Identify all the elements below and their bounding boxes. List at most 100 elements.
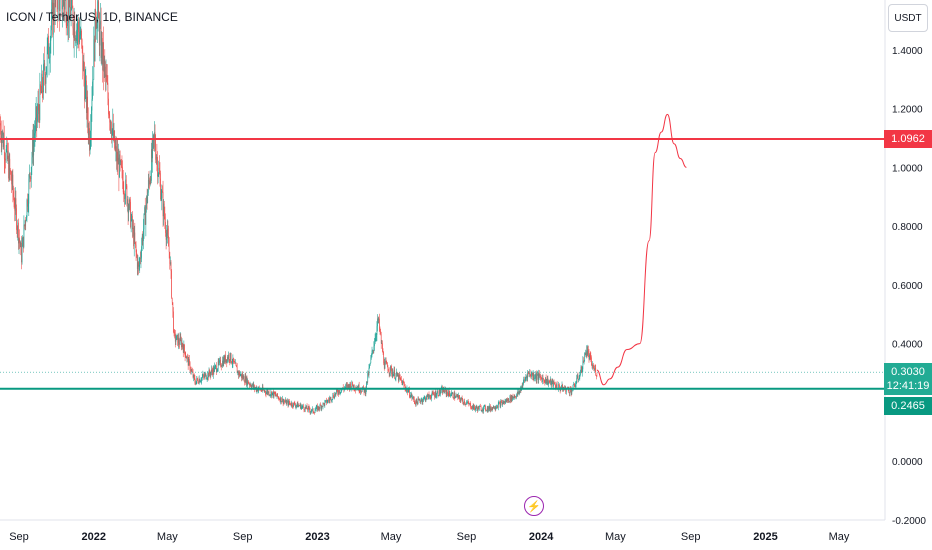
candle [67,0,69,43]
candle [26,198,28,223]
projection-path[interactable] [596,113,687,386]
candle [322,402,324,410]
candle [19,241,21,256]
candle [171,297,173,305]
candle [64,0,66,23]
candle [398,372,399,384]
candle [401,380,403,386]
candle [108,92,109,119]
candle [214,364,216,370]
candle [223,355,225,367]
candle [189,361,191,373]
candle [434,392,435,400]
candle [565,386,567,395]
candle [340,392,342,394]
candle [32,129,33,164]
currency-selector[interactable]: USDT [888,4,928,32]
candle [473,403,475,411]
candle [135,241,137,261]
candle [215,364,217,370]
candle [334,391,335,400]
candle [236,363,238,374]
candle [241,373,242,382]
candle [545,377,546,385]
candle [118,148,120,192]
candle [530,374,532,379]
candle [138,257,140,271]
candle [525,373,527,381]
candle [370,355,372,364]
candle [301,404,302,410]
candle [294,400,296,406]
candle [168,225,169,247]
candle [184,343,185,355]
candle [418,396,419,401]
candle [92,79,94,96]
candle [571,388,573,396]
candle [355,386,356,394]
candle [110,120,112,134]
candle [70,0,71,22]
candle [15,190,17,215]
candle [553,379,555,385]
candle [315,404,317,412]
event-lightning-icon[interactable]: ⚡ [524,496,544,516]
current-price-label: 0.3030 12:41:19 [884,363,932,396]
candle [460,397,462,403]
candle [491,406,493,412]
candle [470,406,472,410]
candle [154,124,156,151]
candle [268,389,270,397]
candle [485,404,486,412]
candle [559,386,561,394]
candle [429,394,431,401]
candle [7,150,9,165]
candle [594,365,595,372]
candle [279,397,281,403]
candle [394,377,396,381]
candle [352,383,354,392]
candle [11,171,12,194]
candle [155,154,157,165]
candle [537,370,538,376]
candle [493,405,495,409]
candle [472,405,473,411]
candle [134,222,136,244]
candle [63,0,65,13]
candle [526,375,527,381]
candle [580,369,581,377]
candle [424,396,426,403]
candle [282,395,283,403]
candle [337,390,339,397]
candle [119,150,121,172]
candle [271,391,272,399]
candle [49,35,51,73]
candle [429,394,430,400]
candle [534,374,535,382]
candle [27,193,29,213]
candle [307,405,309,413]
candle [558,384,560,386]
candle [437,390,439,398]
candle [19,229,20,249]
candle [185,356,187,359]
candle [358,381,360,394]
candle [171,269,172,300]
candle [380,331,382,349]
candle [265,390,267,398]
candle [235,362,237,367]
candle [542,374,543,385]
resistance-price-label: 1.0962 [884,130,932,149]
candle [132,218,134,237]
candle [30,176,31,182]
candle [211,365,212,376]
candle [18,237,20,255]
candle [228,351,229,363]
candle [16,225,18,238]
candle [502,399,504,405]
candle [318,406,320,411]
candle [456,394,457,398]
candle [233,357,234,365]
